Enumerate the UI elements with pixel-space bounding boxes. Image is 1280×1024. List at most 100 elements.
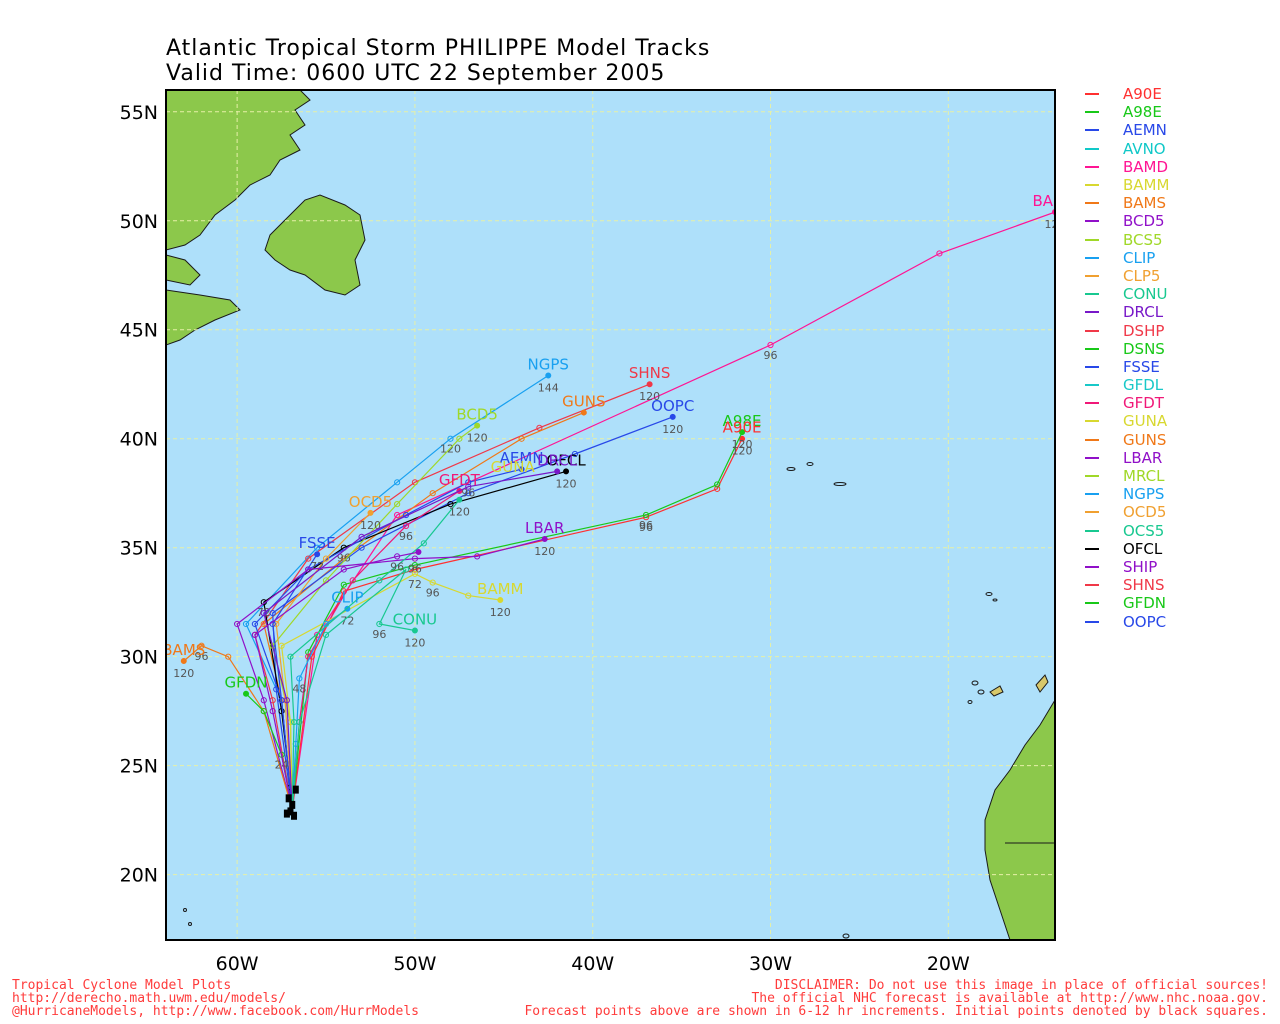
forecast-point bbox=[358, 544, 365, 551]
forecast-point bbox=[225, 653, 232, 660]
track-line bbox=[263, 470, 558, 810]
legend-label: DSNS bbox=[1123, 339, 1165, 358]
track-name-label: SHNS bbox=[629, 364, 671, 382]
forecast-hour-label: 96 bbox=[461, 486, 475, 499]
forecast-hour-label: 24 bbox=[275, 759, 289, 772]
forecast-hour-label: 96 bbox=[639, 521, 653, 534]
forecast-point bbox=[296, 675, 303, 682]
track-a90e: 96 120 bbox=[291, 435, 753, 810]
track-name-label: BAMD bbox=[1032, 192, 1077, 210]
legend-label: NGPS bbox=[1123, 485, 1165, 504]
forecast-point bbox=[411, 566, 419, 573]
valid-time: Valid Time: 0600 UTC 22 September 2005 bbox=[166, 61, 666, 86]
track-oopc: 120 bbox=[269, 413, 683, 810]
legend-item: GFDT bbox=[1085, 394, 1275, 412]
land-newfoundland bbox=[264, 194, 366, 296]
track-clip: 48 72 bbox=[291, 605, 354, 810]
longitude-label: 50W bbox=[393, 953, 436, 975]
legend-item: OFCL bbox=[1085, 540, 1275, 558]
legend-swatch bbox=[1085, 256, 1099, 259]
forecast-point bbox=[411, 555, 419, 562]
forecast-hour-label: 96 bbox=[372, 628, 386, 641]
track-line bbox=[275, 512, 371, 810]
graticule bbox=[166, 90, 1055, 940]
legend-swatch bbox=[1085, 274, 1099, 277]
forecast-point bbox=[936, 250, 943, 257]
footer-line: The official NHC forecast is available a… bbox=[751, 991, 1268, 1006]
track-name-label: BAMM bbox=[477, 580, 523, 598]
forecast-point bbox=[646, 381, 653, 388]
forecast-hour-label: 96 bbox=[426, 587, 440, 600]
track-ocs5: 120 bbox=[287, 496, 470, 810]
latitude-label: 30N bbox=[120, 647, 158, 669]
latitude-label: 45N bbox=[120, 320, 158, 342]
legend-label: CONU bbox=[1123, 285, 1168, 304]
forecast-point bbox=[545, 372, 552, 379]
initial-position-markers bbox=[283, 785, 299, 820]
forecast-point bbox=[429, 490, 436, 497]
forecast-point bbox=[273, 620, 280, 628]
legend-swatch bbox=[1085, 529, 1099, 532]
land-gaspe bbox=[166, 254, 201, 286]
longitude-label: 60W bbox=[216, 953, 259, 975]
initial-point-marker bbox=[283, 809, 290, 818]
footer-line: DISCLAIMER: Do not use this image in pla… bbox=[774, 978, 1268, 993]
forecast-point bbox=[243, 690, 250, 697]
forecast-hour-label: 96 bbox=[408, 563, 422, 576]
track-name-label: GFDN bbox=[224, 674, 267, 692]
footer-line: Forecast points above are shown in 6-12 … bbox=[524, 1004, 1268, 1019]
forecast-point bbox=[474, 553, 481, 560]
track-line bbox=[291, 211, 1055, 810]
forecast-point bbox=[518, 435, 525, 442]
legend-item: AEMN bbox=[1085, 121, 1275, 139]
legend-item: DSHP bbox=[1085, 321, 1275, 340]
track-line bbox=[254, 551, 419, 810]
legend-swatch bbox=[1085, 365, 1099, 368]
legend-label: A98E bbox=[1123, 103, 1162, 122]
legend-label: GUNS bbox=[1123, 430, 1167, 449]
initial-point-marker bbox=[291, 811, 298, 820]
forecast-point bbox=[322, 555, 330, 562]
legend-label: OOPC bbox=[1123, 612, 1167, 631]
forecast-hour-label: 120 bbox=[556, 477, 577, 490]
forecast-point bbox=[767, 341, 774, 349]
forecast-point bbox=[290, 718, 298, 726]
forecast-point bbox=[536, 424, 543, 431]
track-name-label: CONU bbox=[393, 611, 437, 629]
legend-item: OCD5 bbox=[1085, 503, 1275, 521]
legend-label: OCS5 bbox=[1123, 521, 1165, 540]
track-line bbox=[272, 416, 673, 810]
latitude-label: 50N bbox=[120, 211, 158, 233]
forecast-point bbox=[278, 642, 285, 649]
forecast-hour-label: 144 bbox=[538, 382, 559, 395]
legend-label: MRCL bbox=[1123, 467, 1165, 486]
track-name-label: BCD5 bbox=[456, 406, 498, 424]
track-name-label: AEMN bbox=[500, 449, 544, 467]
forecast-point bbox=[305, 555, 312, 562]
forecast-point bbox=[287, 653, 294, 660]
legend-item: LBAR bbox=[1085, 449, 1275, 467]
forecast-point bbox=[465, 479, 472, 486]
latitude-label: 25N bbox=[120, 756, 158, 778]
track-name-label: GUNA bbox=[491, 458, 536, 476]
forecast-hour-label: 120 bbox=[404, 637, 425, 650]
legend-swatch bbox=[1085, 475, 1099, 478]
legend-swatch bbox=[1085, 293, 1099, 296]
forecast-hour-label: 96 bbox=[390, 560, 404, 573]
track-shns: 120 bbox=[251, 381, 660, 810]
legend-label: BAMM bbox=[1123, 176, 1170, 195]
legend-swatch bbox=[1085, 147, 1099, 150]
track-name-label: FSSE bbox=[299, 534, 336, 552]
track-bamm: 72 96 120 bbox=[278, 570, 511, 810]
track-line bbox=[236, 538, 545, 810]
forecast-point bbox=[669, 413, 676, 420]
track-name-label: OCD5 bbox=[349, 493, 392, 511]
forecast-point bbox=[456, 496, 463, 503]
forecast-hour-label: 120 bbox=[490, 606, 511, 619]
track-name-label: GFDT bbox=[439, 471, 481, 489]
forecast-point bbox=[242, 620, 250, 628]
legend-swatch bbox=[1085, 347, 1099, 350]
forecast-hour-label: 120 bbox=[639, 390, 660, 403]
